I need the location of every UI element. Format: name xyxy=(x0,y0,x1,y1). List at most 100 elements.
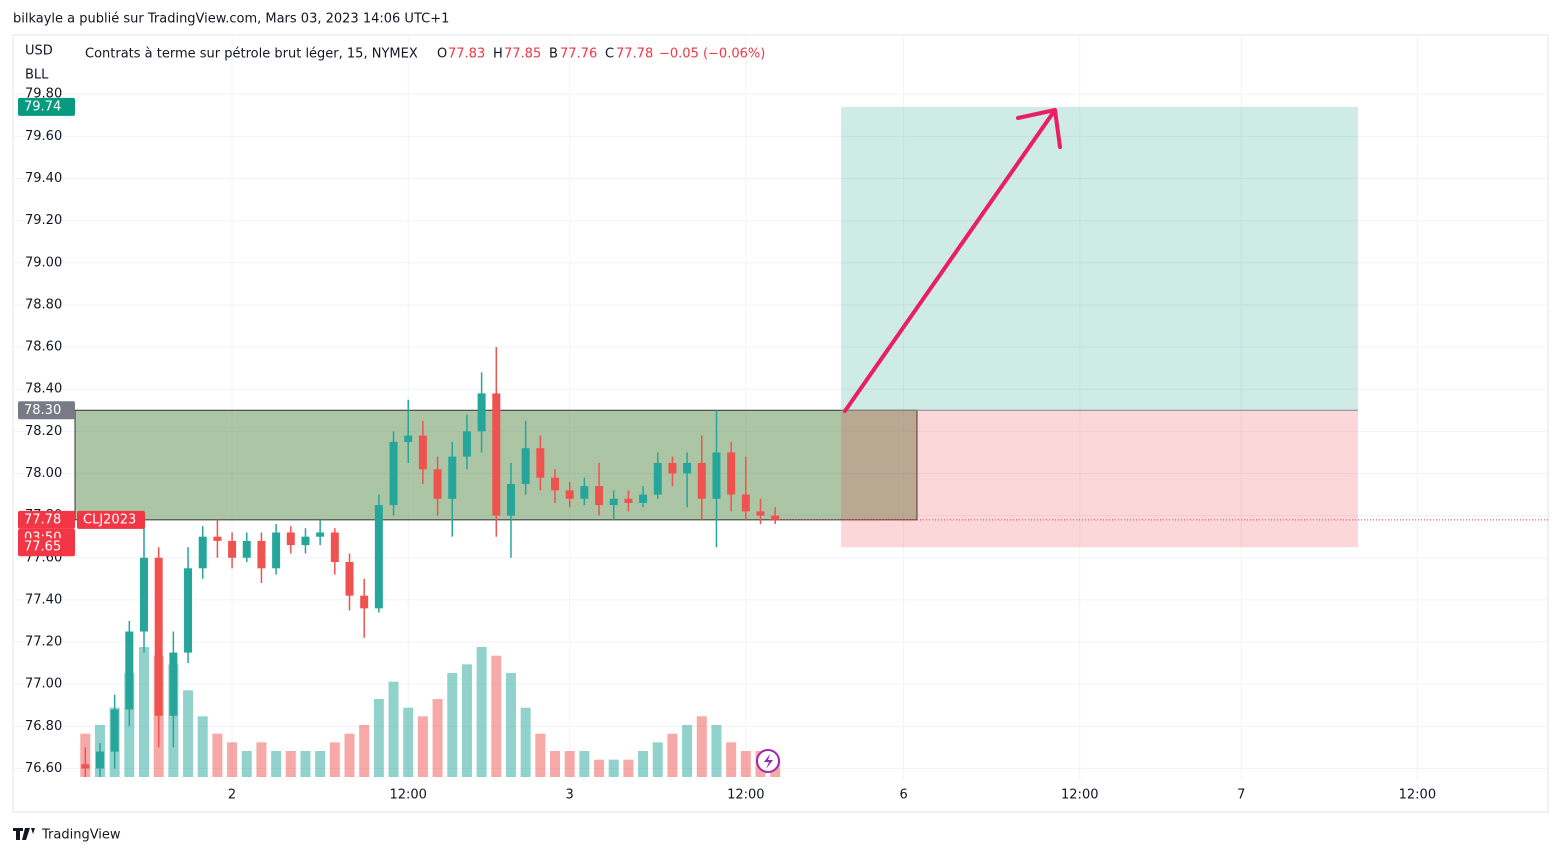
last-tag: 77.78 xyxy=(24,512,61,527)
candle-body xyxy=(551,477,560,491)
candle-body xyxy=(316,532,325,537)
x-tick-label: 6 xyxy=(899,788,907,803)
volume-bar xyxy=(594,759,605,777)
y-tick-label: 78.80 xyxy=(25,297,62,312)
candle-body xyxy=(301,536,310,546)
volume-bar xyxy=(285,751,296,777)
candle-body xyxy=(110,709,119,752)
stop-zone xyxy=(841,410,1358,548)
volume-bar xyxy=(329,742,340,777)
volume-bar xyxy=(241,751,252,777)
candle-body xyxy=(653,462,662,495)
volume-bar xyxy=(344,733,355,777)
volume-bar xyxy=(403,707,414,777)
candle-body xyxy=(668,462,677,474)
legend: O 77.83 H 77.85 B 77.76 C 77.78 xyxy=(437,47,653,62)
entry-tag-bg xyxy=(18,401,75,420)
candle-body xyxy=(389,441,398,506)
candle-body xyxy=(697,462,706,499)
volume-bar xyxy=(638,751,649,777)
footer-logo xyxy=(13,828,35,840)
candle-body xyxy=(521,448,530,485)
candle-body xyxy=(404,435,413,442)
candle-body xyxy=(330,532,339,562)
candle-body xyxy=(727,452,736,495)
volume-bar xyxy=(550,751,561,777)
x-tick-label: 12:00 xyxy=(727,788,764,803)
candle-body xyxy=(448,456,457,499)
volume-bar xyxy=(505,673,516,777)
candle-body xyxy=(462,431,471,457)
y-tick-label: 77.40 xyxy=(25,592,62,607)
legend-value: 77.83 xyxy=(448,47,485,62)
volume-bar xyxy=(535,733,546,777)
x-tick-label: 2 xyxy=(228,788,236,803)
volume-bar xyxy=(432,699,443,777)
legend-value: 77.85 xyxy=(504,47,541,62)
volume-bar xyxy=(740,751,751,777)
candle-body xyxy=(536,448,545,478)
candle-body xyxy=(345,561,354,596)
stop-tag: 77.65 xyxy=(24,540,61,555)
volume-bar xyxy=(579,751,590,777)
volume-bar xyxy=(520,707,531,777)
volume-bar xyxy=(461,664,472,777)
volume-bar xyxy=(726,742,737,777)
candles xyxy=(81,347,780,777)
entry-tag: 78.30 xyxy=(24,403,61,418)
volume xyxy=(80,647,781,777)
volume-bar xyxy=(682,725,693,777)
volume-bar xyxy=(417,716,428,777)
header: bilkayle a publié sur TradingView.com, M… xyxy=(13,12,449,27)
y-tick-label: 77.20 xyxy=(25,635,62,650)
volume-bar xyxy=(711,725,722,777)
legend-label: H xyxy=(493,47,503,62)
candle-body xyxy=(213,536,222,541)
y-tick-label: 79.20 xyxy=(25,213,62,228)
legend-label: C xyxy=(605,47,614,62)
volume-bar xyxy=(667,733,678,777)
volume-bar xyxy=(608,759,619,777)
candle-body xyxy=(756,511,765,516)
candle-body xyxy=(595,486,604,506)
stop-tag-bg xyxy=(18,538,75,557)
candle-body xyxy=(228,540,237,558)
y-tick-label: 78.20 xyxy=(25,424,62,439)
candle-body xyxy=(683,462,692,474)
volume-bar xyxy=(564,751,575,777)
volume-bar xyxy=(300,751,311,777)
unit: BLL xyxy=(25,68,49,83)
y-tick-label: 78.00 xyxy=(25,466,62,481)
legend-change: −0.05 (−0.06%) xyxy=(659,47,765,62)
candle-body xyxy=(580,486,589,499)
legend-label: B xyxy=(549,47,558,62)
x-tick-label: 12:00 xyxy=(1061,788,1098,803)
volume-bar xyxy=(476,647,487,777)
y-tick-label: 76.80 xyxy=(25,719,62,734)
volume-bar xyxy=(183,690,194,777)
candle-body xyxy=(95,751,104,769)
volume-bar xyxy=(696,716,707,777)
legend-title: Contrats à terme sur pétrole brut léger,… xyxy=(85,47,418,62)
y-tick-label: 77.00 xyxy=(25,677,62,692)
candle-body xyxy=(374,505,383,609)
candle-body xyxy=(624,498,633,503)
candle-body xyxy=(506,484,515,516)
x-tick-label: 3 xyxy=(566,788,574,803)
target-tag-bg xyxy=(18,97,75,116)
volume-bar xyxy=(139,647,150,777)
candle-body xyxy=(741,494,750,512)
y-tick-label: 79.00 xyxy=(25,255,62,270)
y-tick-label: 76.60 xyxy=(25,761,62,776)
volume-bar xyxy=(373,699,384,777)
candle-body xyxy=(639,494,648,503)
last-tag-bg xyxy=(18,510,75,529)
y-tick-label: 78.60 xyxy=(25,340,62,355)
candle-body xyxy=(140,557,149,632)
arrow xyxy=(843,108,1062,413)
volume-bar xyxy=(388,681,399,777)
candle-body xyxy=(492,393,501,516)
candle-body xyxy=(712,452,721,499)
